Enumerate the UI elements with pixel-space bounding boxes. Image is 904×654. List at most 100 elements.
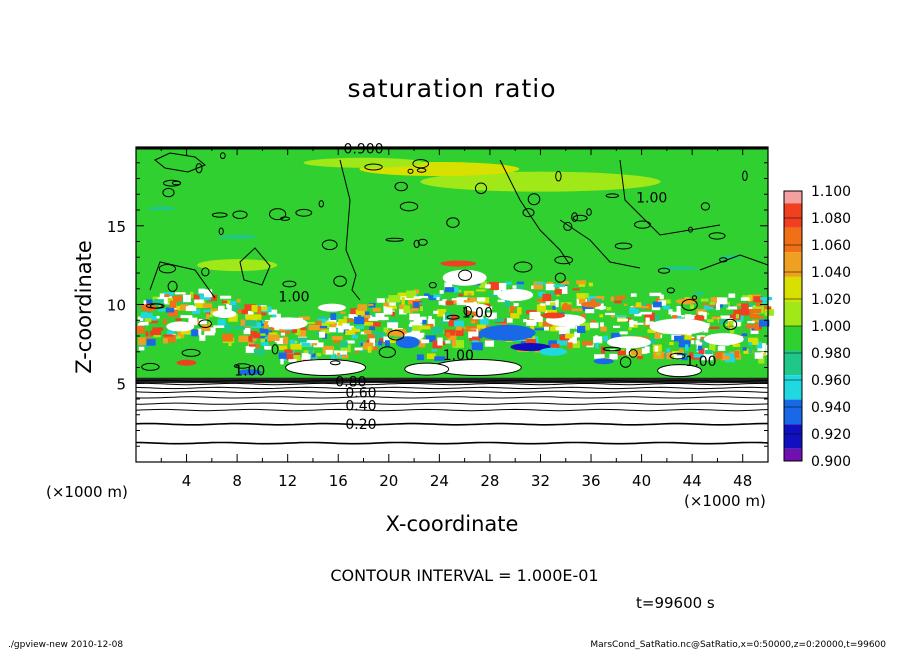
colorbar-swatch [784, 375, 802, 400]
colorbar-swatch [784, 227, 802, 253]
x-axis-label: X-coordinate [385, 512, 519, 536]
contour-outline [339, 159, 361, 301]
contour-line [135, 386, 769, 390]
contour-loop [407, 168, 414, 174]
x-tick-label: 4 [182, 472, 192, 490]
contour-outline [699, 254, 769, 271]
contour-loop [719, 257, 728, 263]
contour-loop [428, 282, 437, 289]
x-tick-label: 48 [733, 472, 752, 490]
contour-loop [666, 287, 675, 294]
contour-loop [446, 314, 460, 320]
contour-loop [555, 170, 562, 182]
colorbar-swatch [784, 326, 802, 351]
contour-loop [554, 255, 574, 265]
contour-loop [412, 159, 430, 169]
saturation-field [136, 147, 776, 462]
colorbar-swatch [784, 203, 802, 228]
colorbar-label: 1.080 [811, 211, 851, 227]
contour-loop [201, 267, 210, 277]
x-tick-label: 40 [632, 472, 651, 490]
contour-loop [572, 214, 588, 222]
colorbar-swatch [784, 276, 802, 302]
contour-outline [149, 261, 216, 299]
colorbar-swatch [784, 191, 802, 204]
contour-loop [691, 295, 698, 300]
contour-loop [688, 226, 693, 233]
colorbar-swatch [784, 301, 802, 326]
contour-loop [446, 217, 460, 228]
contour-loop [634, 220, 651, 229]
colorbar-swatch [784, 252, 802, 277]
contour-line [135, 382, 769, 386]
contour-loop [385, 237, 404, 242]
contour-label: 1.00 [234, 364, 265, 380]
contour-line [135, 390, 769, 393]
y-tick-label: 10 [107, 297, 126, 315]
colorbar-label: 1.100 [811, 184, 851, 200]
contour-loop [282, 280, 297, 288]
contour-loop [603, 346, 621, 352]
contour-loop [158, 264, 176, 274]
contour-outline [499, 159, 571, 266]
contour-loop [271, 344, 279, 355]
contour-loop [681, 299, 698, 311]
contour-loop [628, 349, 638, 358]
contour-loop [669, 352, 686, 360]
x-tick-label: 44 [683, 472, 702, 490]
contour-label: 1.00 [443, 348, 474, 364]
contour-loop [195, 163, 203, 174]
contour-line [135, 408, 769, 412]
contour-loop [387, 329, 405, 341]
contour-outline [154, 152, 206, 173]
y-tick-label: 5 [116, 375, 126, 393]
contour-loop [321, 239, 338, 251]
colorbar-swatch [784, 399, 802, 425]
contour-loop [167, 280, 178, 292]
x-tick-label: 24 [430, 472, 449, 490]
x-tick-label: 20 [379, 472, 398, 490]
contour-loop [394, 181, 408, 192]
contour-loop [181, 348, 201, 357]
contour-loop [218, 227, 224, 236]
x-unit-left: (×1000 m) [46, 483, 128, 501]
colorbar-label: 1.000 [811, 319, 851, 335]
colorbar-swatch [784, 424, 802, 449]
contour-label: 0.60 [345, 386, 376, 402]
contour-loop [742, 170, 748, 182]
contour-line [135, 396, 768, 399]
contour-loop [163, 179, 181, 187]
contour-loop [522, 208, 535, 218]
contour-loop [417, 238, 428, 246]
contour-loop [554, 272, 566, 283]
contour-loop [586, 208, 592, 216]
contour-loop [474, 182, 488, 195]
colorbar-label: 1.040 [811, 265, 851, 281]
x-tick-label: 8 [232, 472, 242, 490]
contour-loop [141, 362, 160, 371]
contour-loop [513, 261, 533, 273]
contour-loop [269, 208, 287, 221]
contour-loop [723, 318, 738, 331]
contour-loop [619, 356, 632, 368]
colorbar-label: 0.980 [811, 346, 851, 362]
contour-loop [563, 221, 573, 231]
contour-outline [239, 247, 271, 286]
contour-outline [619, 159, 721, 236]
footer-left: ./gpview-new 2010-12-08 [8, 640, 124, 650]
colorbar-label: 0.900 [811, 454, 851, 470]
contour-label: 1.00 [278, 290, 309, 306]
contour-loop [233, 363, 251, 369]
x-tick-label: 32 [531, 472, 550, 490]
contour-loop [614, 242, 633, 250]
contour-loop [333, 275, 347, 287]
contour-label: 1.00 [462, 305, 493, 321]
colorbar-swatch [784, 350, 802, 375]
contour-loop [145, 303, 163, 309]
footer-right: MarsCond_SatRatio.nc@SatRatio,x=0:50000,… [590, 640, 886, 650]
time-label: t=99600 s [636, 594, 715, 612]
contour-label: 0.40 [345, 398, 376, 414]
contour-loop [364, 163, 383, 171]
y-tick-label: 15 [107, 218, 126, 236]
